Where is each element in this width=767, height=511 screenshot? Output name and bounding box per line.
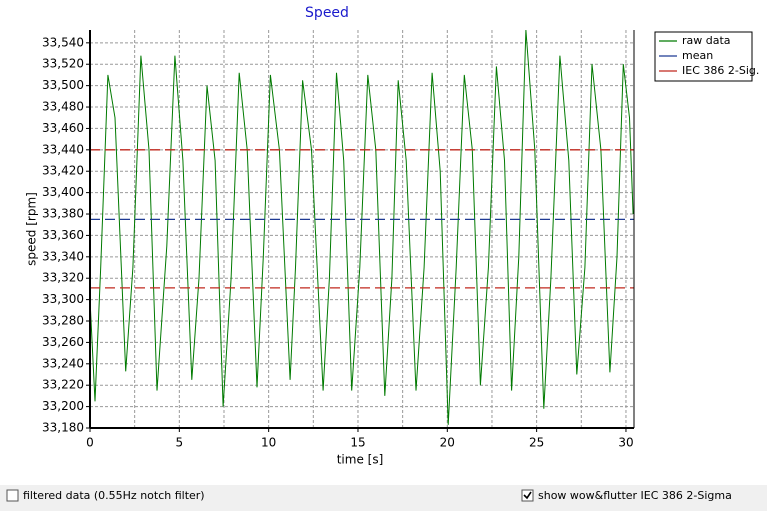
y-tick-label: 33,320 [42, 271, 84, 285]
legend-label: IEC 386 2-Sig. [682, 64, 759, 77]
y-tick-label: 33,500 [42, 78, 84, 92]
y-axis-label: speed [rpm] [25, 192, 39, 266]
legend-label: mean [682, 49, 713, 62]
y-tick-label: 33,240 [42, 356, 84, 370]
checkbox[interactable] [521, 489, 534, 502]
y-tick-label: 33,480 [42, 100, 84, 114]
chart-title: Speed [305, 5, 349, 21]
x-axis-label: time [s] [337, 453, 384, 467]
y-tick-label: 33,300 [42, 292, 84, 306]
y-tick-label: 33,280 [42, 314, 84, 328]
y-tick-label: 33,260 [42, 335, 84, 349]
y-tick-label: 33,340 [42, 249, 84, 263]
y-tick-label: 33,200 [42, 399, 84, 413]
y-tick-label: 33,540 [42, 35, 84, 49]
checkbox-label[interactable]: show wow&flutter IEC 386 2-Sigma [538, 489, 732, 502]
data-line [89, 29, 634, 425]
x-tick-label: 20 [440, 436, 455, 450]
y-tick-label: 33,460 [42, 121, 84, 135]
y-tick-label: 33,420 [42, 164, 84, 178]
checkmark [523, 491, 532, 500]
checkbox-label[interactable]: filtered data (0.55Hz notch filter) [23, 489, 205, 502]
y-tick-label: 33,380 [42, 207, 84, 221]
y-tick-label: 33,400 [42, 185, 84, 199]
y-tick-label: 33,360 [42, 228, 84, 242]
x-tick-label: 30 [618, 436, 633, 450]
checkbox[interactable] [6, 489, 19, 502]
y-tick-label: 33,520 [42, 57, 84, 71]
y-tick-label: 33,220 [42, 378, 84, 392]
y-tick-label: 33,180 [42, 421, 84, 435]
control-bar [0, 485, 767, 511]
x-tick-label: 25 [529, 436, 544, 450]
x-tick-label: 5 [176, 436, 184, 450]
y-tick-label: 33,440 [42, 142, 84, 156]
x-tick-label: 0 [86, 436, 94, 450]
x-tick-label: 15 [350, 436, 365, 450]
legend-label: raw data [682, 34, 731, 47]
chart-background [0, 0, 767, 485]
x-tick-label: 10 [261, 436, 276, 450]
